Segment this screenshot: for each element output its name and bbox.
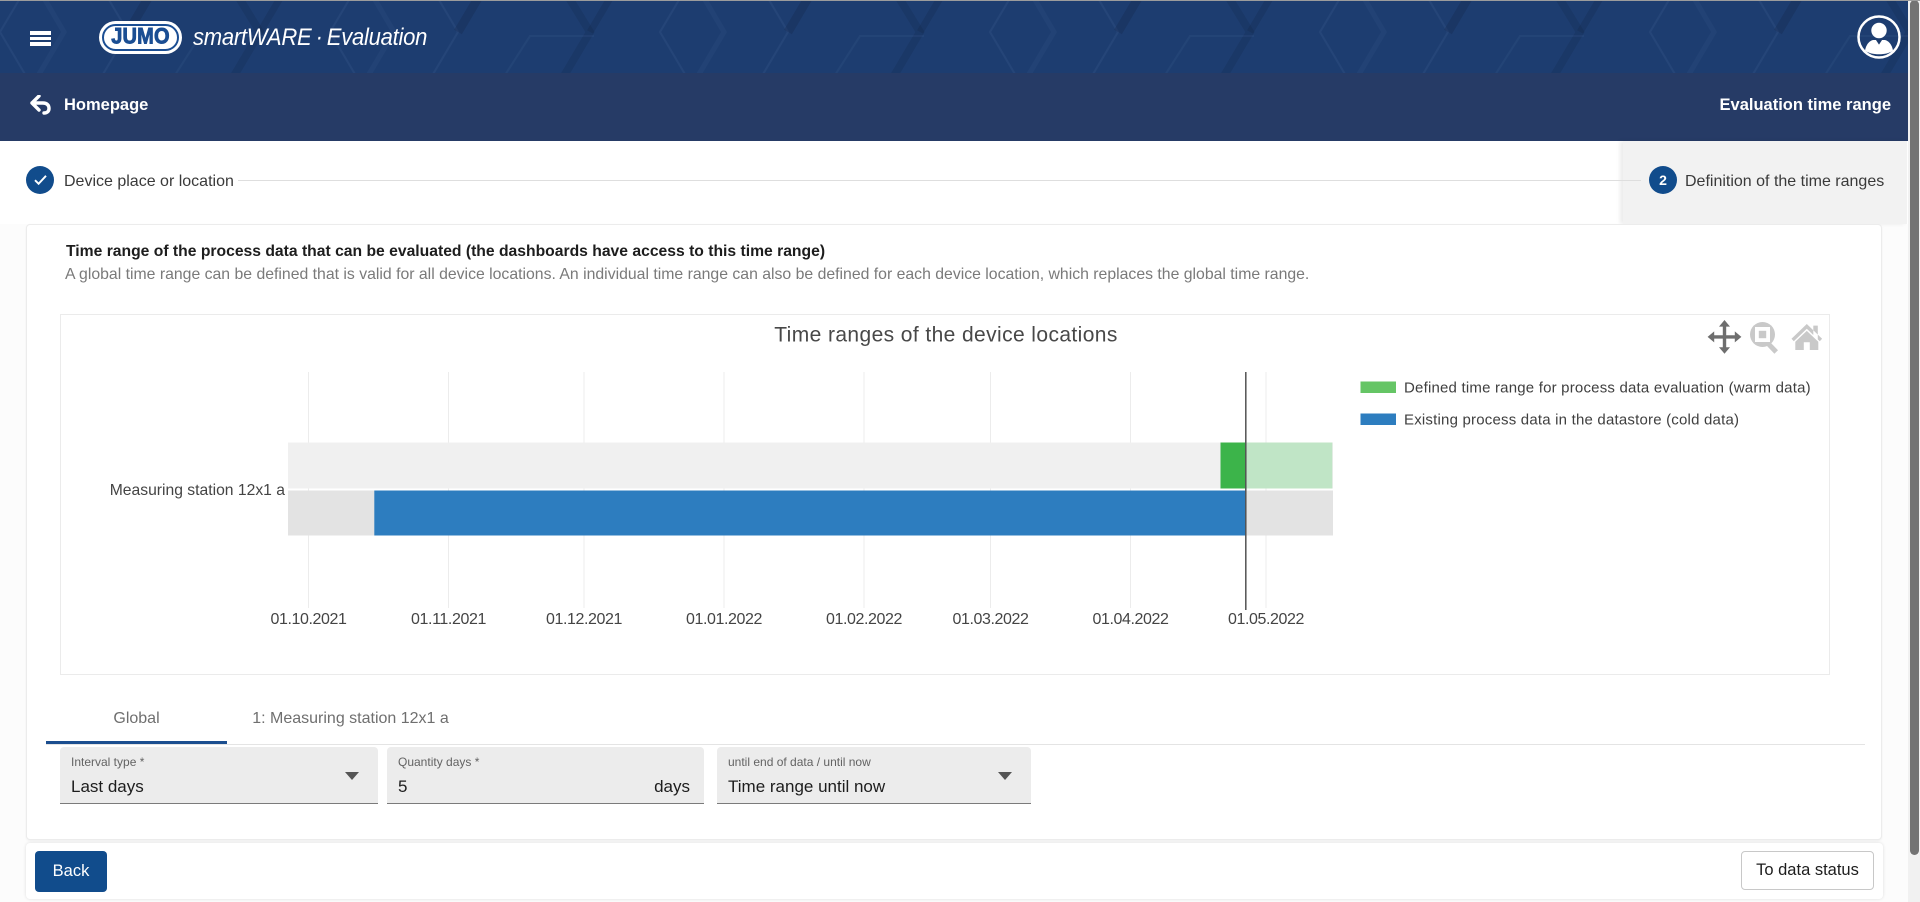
svg-text:01.10.2021: 01.10.2021	[270, 611, 347, 628]
svg-text:01.11.2021: 01.11.2021	[411, 611, 486, 628]
svg-text:01.01.2022: 01.01.2022	[686, 611, 763, 628]
svg-text:01.12.2021: 01.12.2021	[546, 611, 623, 628]
svg-text:01.04.2022: 01.04.2022	[1092, 611, 1169, 628]
svg-text:Time ranges of the device loca: Time ranges of the device locations	[774, 324, 1118, 347]
svg-text:Existing process data in the d: Existing process data in the datastore (…	[1404, 412, 1739, 429]
svg-text:01.05.2022: 01.05.2022	[1228, 611, 1305, 628]
svg-text:Defined time range for process: Defined time range for process data eval…	[1404, 380, 1811, 397]
svg-text:Measuring station 12x1 a: Measuring station 12x1 a	[110, 482, 286, 499]
svg-text:01.03.2022: 01.03.2022	[952, 611, 1029, 628]
svg-text:01.02.2022: 01.02.2022	[826, 611, 903, 628]
